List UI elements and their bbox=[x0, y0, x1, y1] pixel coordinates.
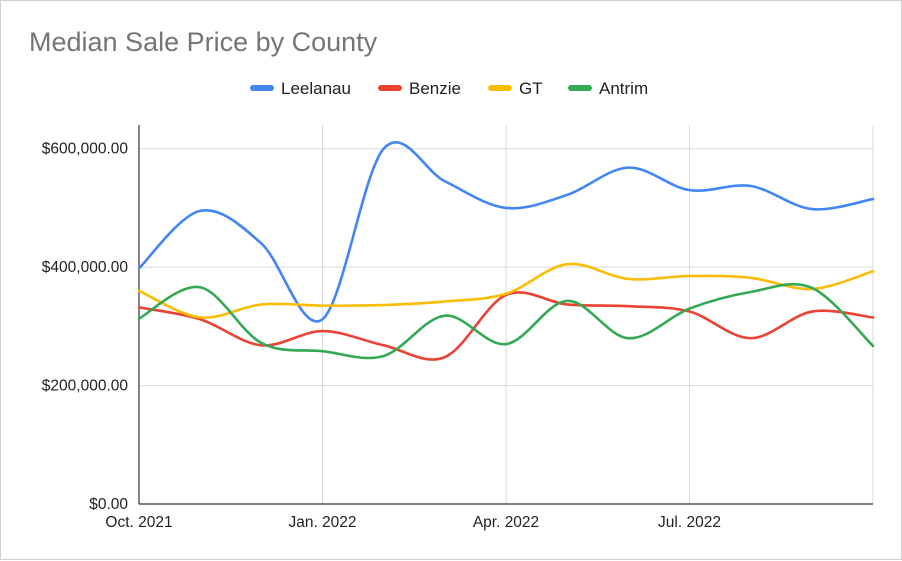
y-tick-label: $600,000.00 bbox=[42, 141, 129, 158]
legend-label-leelanau: Leelanau bbox=[281, 79, 351, 98]
x-tick-label: Oct. 2021 bbox=[105, 514, 172, 531]
series-line-leelanau bbox=[137, 141, 875, 323]
chart-title: Median Sale Price by County bbox=[29, 27, 378, 57]
y-tick-label: $200,000.00 bbox=[42, 378, 129, 395]
legend-label-benzie: Benzie bbox=[409, 79, 461, 98]
gridlines bbox=[139, 125, 874, 504]
y-tick-label: $400,000.00 bbox=[42, 259, 129, 276]
x-tick-label: Jan. 2022 bbox=[288, 514, 356, 531]
series-line-antrim bbox=[137, 282, 875, 360]
axes bbox=[138, 125, 873, 505]
x-tick-label: Jul. 2022 bbox=[658, 514, 721, 531]
x-tick-label: Apr. 2022 bbox=[473, 514, 539, 531]
series-lines bbox=[137, 141, 875, 361]
legend: Leelanau Benzie GT Antrim bbox=[250, 79, 648, 98]
y-axis-ticks: $0.00 $200,000.00 $400,000.00 $600,000.00 bbox=[42, 141, 129, 513]
y-tick-label: $0.00 bbox=[89, 496, 128, 513]
legend-label-gt: GT bbox=[519, 79, 543, 98]
x-axis-ticks: Oct. 2021 Jan. 2022 Apr. 2022 Jul. 2022 bbox=[105, 514, 721, 531]
legend-label-antrim: Antrim bbox=[599, 79, 648, 98]
series-line-gt bbox=[137, 262, 875, 319]
